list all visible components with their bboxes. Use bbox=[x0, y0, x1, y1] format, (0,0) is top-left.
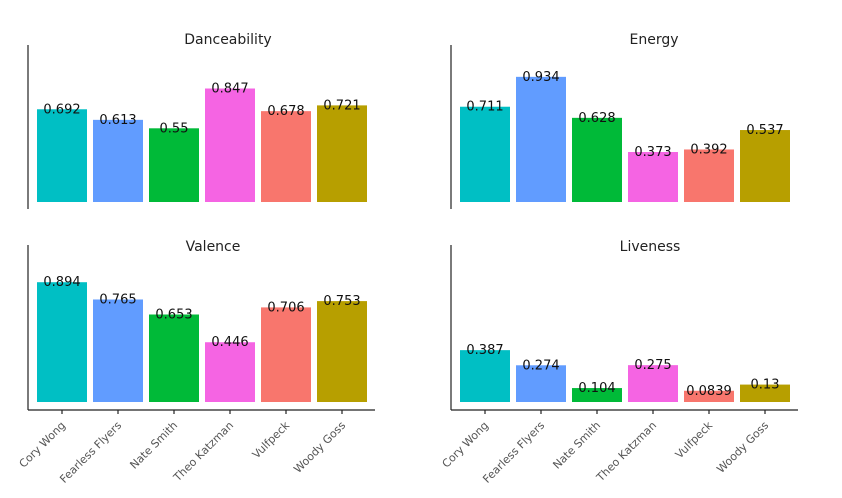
panel-title: Danceability bbox=[184, 32, 271, 48]
bar-vulfpeck bbox=[261, 111, 311, 202]
value-label-woody-goss: 0.753 bbox=[323, 294, 360, 309]
bar-vulfpeck bbox=[684, 149, 734, 202]
bar-fearless-flyers bbox=[516, 365, 566, 402]
bar-woody-goss bbox=[317, 105, 367, 202]
value-label-vulfpeck: 0.392 bbox=[690, 142, 727, 157]
value-label-cory-wong: 0.711 bbox=[466, 100, 503, 115]
bar-theo-katzman bbox=[205, 342, 255, 402]
bar-woody-goss bbox=[317, 301, 367, 402]
x-tick-label-theo-katzman: Theo Katzman bbox=[593, 419, 659, 485]
bar-nate-smith bbox=[149, 314, 199, 402]
bar-nate-smith bbox=[572, 388, 622, 402]
value-label-woody-goss: 0.537 bbox=[746, 123, 783, 138]
bar-cory-wong bbox=[460, 106, 510, 202]
x-tick-label-nate-smith: Nate Smith bbox=[550, 419, 603, 472]
value-label-vulfpeck: 0.0839 bbox=[686, 384, 732, 399]
panel-title: Valence bbox=[186, 239, 241, 255]
value-label-cory-wong: 0.692 bbox=[43, 102, 80, 117]
bar-woody-goss bbox=[740, 130, 790, 202]
value-label-fearless-flyers: 0.613 bbox=[99, 113, 136, 128]
bar-cory-wong bbox=[37, 109, 87, 202]
x-tick-label-nate-smith: Nate Smith bbox=[127, 419, 180, 472]
value-label-fearless-flyers: 0.934 bbox=[522, 70, 559, 85]
bar-fearless-flyers bbox=[516, 76, 566, 202]
value-label-theo-katzman: 0.373 bbox=[634, 145, 671, 160]
value-label-nate-smith: 0.653 bbox=[155, 307, 192, 322]
panel-energy: Energy 0.711 0.934 0.628 0.373 0.392 0.537 bbox=[450, 32, 790, 209]
x-tick-label-vulfpeck: Vulfpeck bbox=[673, 418, 716, 461]
value-label-vulfpeck: 0.706 bbox=[267, 300, 304, 315]
value-label-fearless-flyers: 0.274 bbox=[522, 358, 559, 373]
bar-theo-katzman bbox=[628, 365, 678, 402]
panel-title: Liveness bbox=[620, 239, 681, 255]
bar-woody-goss bbox=[740, 384, 790, 402]
x-tick-label-theo-katzman: Theo Katzman bbox=[170, 419, 236, 485]
value-label-woody-goss: 0.721 bbox=[323, 98, 360, 113]
x-tick-label-woody-goss: Woody Goss bbox=[714, 419, 771, 476]
bar-theo-katzman bbox=[205, 88, 255, 202]
bar-fearless-flyers bbox=[93, 299, 143, 402]
value-label-theo-katzman: 0.847 bbox=[211, 82, 248, 97]
panel-danceability: Danceability 0.692 0.613 0.55 0.847 0.678 0.72… bbox=[27, 32, 367, 209]
bar-theo-katzman bbox=[628, 152, 678, 202]
value-label-theo-katzman: 0.275 bbox=[634, 358, 671, 373]
bar-cory-wong bbox=[37, 282, 87, 402]
value-label-cory-wong: 0.387 bbox=[466, 343, 503, 358]
x-tick-label-cory-wong: Cory Wong bbox=[17, 419, 69, 471]
x-tick-label-vulfpeck: Vulfpeck bbox=[250, 418, 293, 461]
value-label-nate-smith: 0.55 bbox=[160, 121, 189, 136]
value-label-nate-smith: 0.104 bbox=[578, 381, 615, 396]
bar-fearless-flyers bbox=[93, 119, 143, 202]
panel-title: Energy bbox=[629, 32, 678, 48]
bar-nate-smith bbox=[572, 117, 622, 202]
x-tick-label-cory-wong: Cory Wong bbox=[440, 419, 492, 471]
bar-cory-wong bbox=[460, 350, 510, 402]
value-label-theo-katzman: 0.446 bbox=[211, 335, 248, 350]
value-label-woody-goss: 0.13 bbox=[751, 378, 780, 393]
value-label-nate-smith: 0.628 bbox=[578, 111, 615, 126]
bar-nate-smith bbox=[149, 128, 199, 202]
value-label-vulfpeck: 0.678 bbox=[267, 104, 304, 119]
value-label-fearless-flyers: 0.765 bbox=[99, 292, 136, 307]
value-label-cory-wong: 0.894 bbox=[43, 275, 80, 290]
bar-vulfpeck bbox=[261, 307, 311, 402]
x-tick-label-woody-goss: Woody Goss bbox=[291, 419, 348, 476]
bar-vulfpeck bbox=[684, 390, 734, 402]
